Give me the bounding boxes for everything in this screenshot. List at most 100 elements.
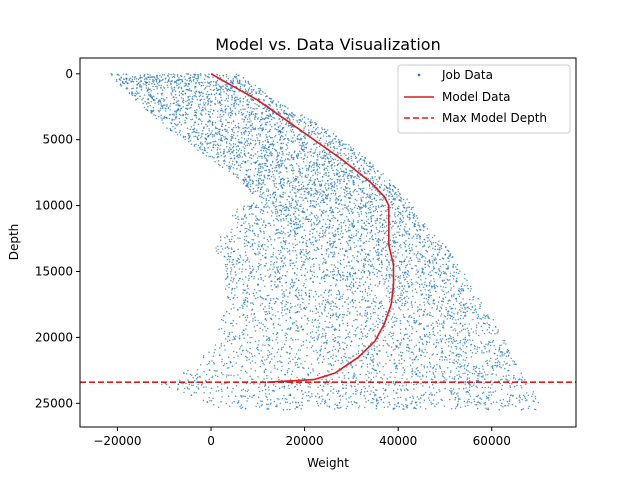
job-data-point xyxy=(390,318,393,320)
job-data-point xyxy=(341,297,343,300)
job-data-point xyxy=(348,313,351,315)
job-data-point xyxy=(270,100,272,102)
job-data-point xyxy=(130,87,133,90)
job-data-point xyxy=(201,135,203,137)
job-data-point xyxy=(235,145,238,148)
job-data-point xyxy=(189,373,192,376)
job-data-point xyxy=(227,395,230,397)
job-data-point xyxy=(401,285,404,287)
job-data-point xyxy=(473,311,475,314)
job-data-point xyxy=(337,389,340,392)
job-data-point xyxy=(278,378,280,381)
job-data-point xyxy=(358,215,360,217)
job-data-point xyxy=(196,131,198,134)
job-data-point xyxy=(411,304,413,306)
job-data-point xyxy=(379,214,382,217)
job-data-point xyxy=(230,308,233,310)
job-data-point xyxy=(338,293,341,296)
job-data-point xyxy=(441,279,444,282)
job-data-point xyxy=(424,260,426,262)
job-data-point xyxy=(457,272,460,275)
job-data-point xyxy=(354,390,357,393)
job-data-point xyxy=(346,322,349,324)
job-data-point xyxy=(508,396,511,399)
job-data-point xyxy=(459,376,461,378)
job-data-point xyxy=(296,361,298,364)
job-data-point xyxy=(239,346,242,348)
job-data-point xyxy=(254,190,257,192)
job-data-point xyxy=(201,133,204,135)
job-data-point xyxy=(319,384,322,387)
job-data-point xyxy=(304,134,306,136)
job-data-point xyxy=(462,359,465,361)
job-data-point xyxy=(190,143,193,146)
job-data-point xyxy=(293,178,296,181)
job-data-point xyxy=(424,391,427,394)
job-data-point xyxy=(265,169,268,172)
job-data-point xyxy=(464,284,466,287)
job-data-point xyxy=(322,230,324,232)
job-data-point xyxy=(366,335,369,338)
job-data-point xyxy=(439,338,442,340)
job-data-point xyxy=(297,357,300,359)
job-data-point xyxy=(382,344,384,347)
job-data-point xyxy=(528,405,530,407)
job-data-point xyxy=(403,338,405,340)
job-data-point xyxy=(392,240,394,242)
job-data-point xyxy=(325,188,328,191)
job-data-point xyxy=(215,390,218,392)
job-data-point xyxy=(425,340,428,343)
job-data-point xyxy=(410,278,413,281)
job-data-point xyxy=(309,151,311,153)
job-data-point xyxy=(245,123,248,126)
job-data-point xyxy=(197,123,200,125)
job-data-point xyxy=(494,390,497,393)
job-data-point xyxy=(480,318,483,320)
job-data-point xyxy=(346,324,349,327)
job-data-point xyxy=(266,117,269,119)
job-data-point xyxy=(245,319,247,321)
job-data-point xyxy=(321,388,323,391)
job-data-point xyxy=(180,92,183,95)
job-data-point xyxy=(225,130,228,133)
job-data-point xyxy=(337,211,339,213)
job-data-point xyxy=(320,215,323,217)
job-data-point xyxy=(264,183,266,186)
job-data-point xyxy=(173,122,176,125)
job-data-point xyxy=(334,302,337,305)
job-data-point xyxy=(365,202,367,204)
job-data-point xyxy=(478,401,481,404)
job-data-point xyxy=(195,90,198,92)
job-data-point xyxy=(445,273,447,275)
job-data-point xyxy=(415,383,418,385)
job-data-point xyxy=(432,399,435,401)
job-data-point xyxy=(243,147,246,149)
job-data-point xyxy=(316,374,319,376)
job-data-point xyxy=(272,108,274,111)
job-data-point xyxy=(285,239,287,242)
job-data-point xyxy=(248,261,250,263)
job-data-point xyxy=(330,160,333,162)
job-data-point xyxy=(392,301,395,304)
job-data-point xyxy=(311,330,314,333)
job-data-point xyxy=(386,342,388,345)
job-data-point xyxy=(344,342,346,344)
job-data-point xyxy=(247,182,249,185)
job-data-point xyxy=(394,208,397,211)
job-data-point xyxy=(317,180,320,183)
job-data-point xyxy=(291,322,294,324)
job-data-point xyxy=(290,217,292,220)
job-data-point xyxy=(260,127,262,130)
job-data-point xyxy=(449,317,452,320)
job-data-point xyxy=(429,366,432,368)
job-data-point xyxy=(295,277,298,280)
job-data-point xyxy=(441,356,444,358)
job-data-point xyxy=(240,404,243,406)
job-data-point xyxy=(456,263,459,266)
job-data-point xyxy=(279,106,281,109)
job-data-point xyxy=(383,374,385,376)
job-data-point xyxy=(257,127,260,130)
job-data-point xyxy=(317,295,320,298)
job-data-point xyxy=(281,274,284,277)
job-data-point xyxy=(486,362,489,365)
